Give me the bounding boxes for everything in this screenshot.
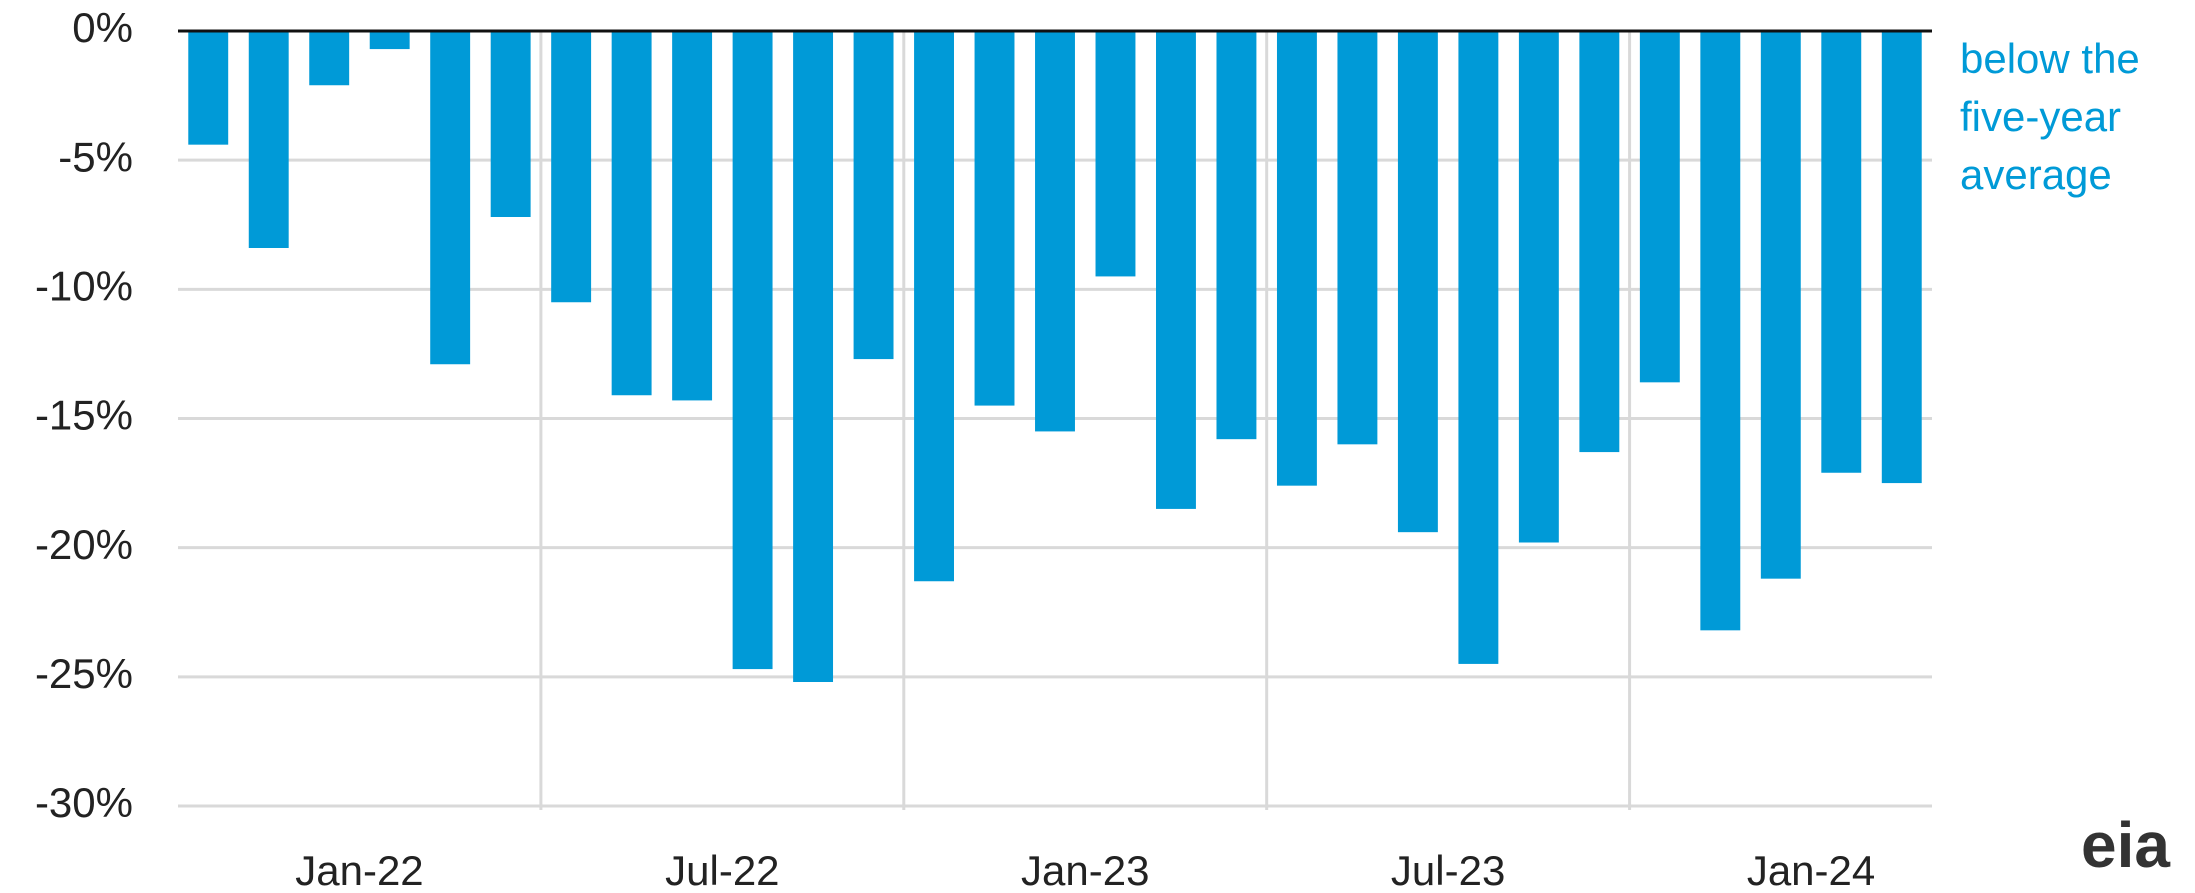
bar [188, 31, 229, 145]
logo: eia [2081, 809, 2170, 881]
bar [1156, 31, 1196, 509]
bar [1095, 31, 1136, 277]
x-tick-label: Jul-22 [665, 847, 779, 893]
bar [611, 31, 652, 396]
bar [853, 31, 894, 360]
annotation: below the [1960, 35, 2140, 82]
bar [1397, 31, 1438, 533]
x-tick-label: Jan-22 [295, 847, 423, 893]
y-tick-label: -25% [35, 650, 133, 697]
annotation: average [1960, 151, 2112, 198]
bar [309, 31, 350, 86]
bar [1821, 31, 1862, 473]
bar [974, 31, 1015, 406]
bar [490, 31, 531, 217]
bar [672, 31, 713, 401]
bar [1216, 31, 1257, 440]
bar [1579, 31, 1620, 453]
bar [1881, 31, 1922, 484]
bar [1518, 31, 1559, 543]
bar [732, 31, 773, 670]
x-tick-label: Jan-24 [1747, 847, 1875, 893]
x-tick-label: Jul-23 [1391, 847, 1505, 893]
y-tick-label: -10% [35, 262, 133, 309]
y-tick-label: -20% [35, 521, 133, 568]
bar [1760, 31, 1801, 579]
annotation: five-year [1960, 93, 2121, 140]
bar [1035, 31, 1075, 432]
bar [793, 31, 834, 682]
y-tick-label: -30% [35, 779, 133, 826]
bar [430, 31, 471, 365]
y-tick-label: -15% [35, 392, 133, 439]
x-tick-label: Jan-23 [1021, 847, 1149, 893]
bar [914, 31, 954, 582]
y-tick-label: 0% [72, 4, 133, 51]
bar [1458, 31, 1499, 664]
y-tick-label: -5% [58, 133, 133, 180]
bar [369, 31, 410, 50]
bar [1639, 31, 1680, 383]
bar [1700, 31, 1741, 631]
bar [1337, 31, 1378, 445]
bar [551, 31, 592, 303]
bar [1276, 31, 1317, 486]
bar [248, 31, 289, 248]
